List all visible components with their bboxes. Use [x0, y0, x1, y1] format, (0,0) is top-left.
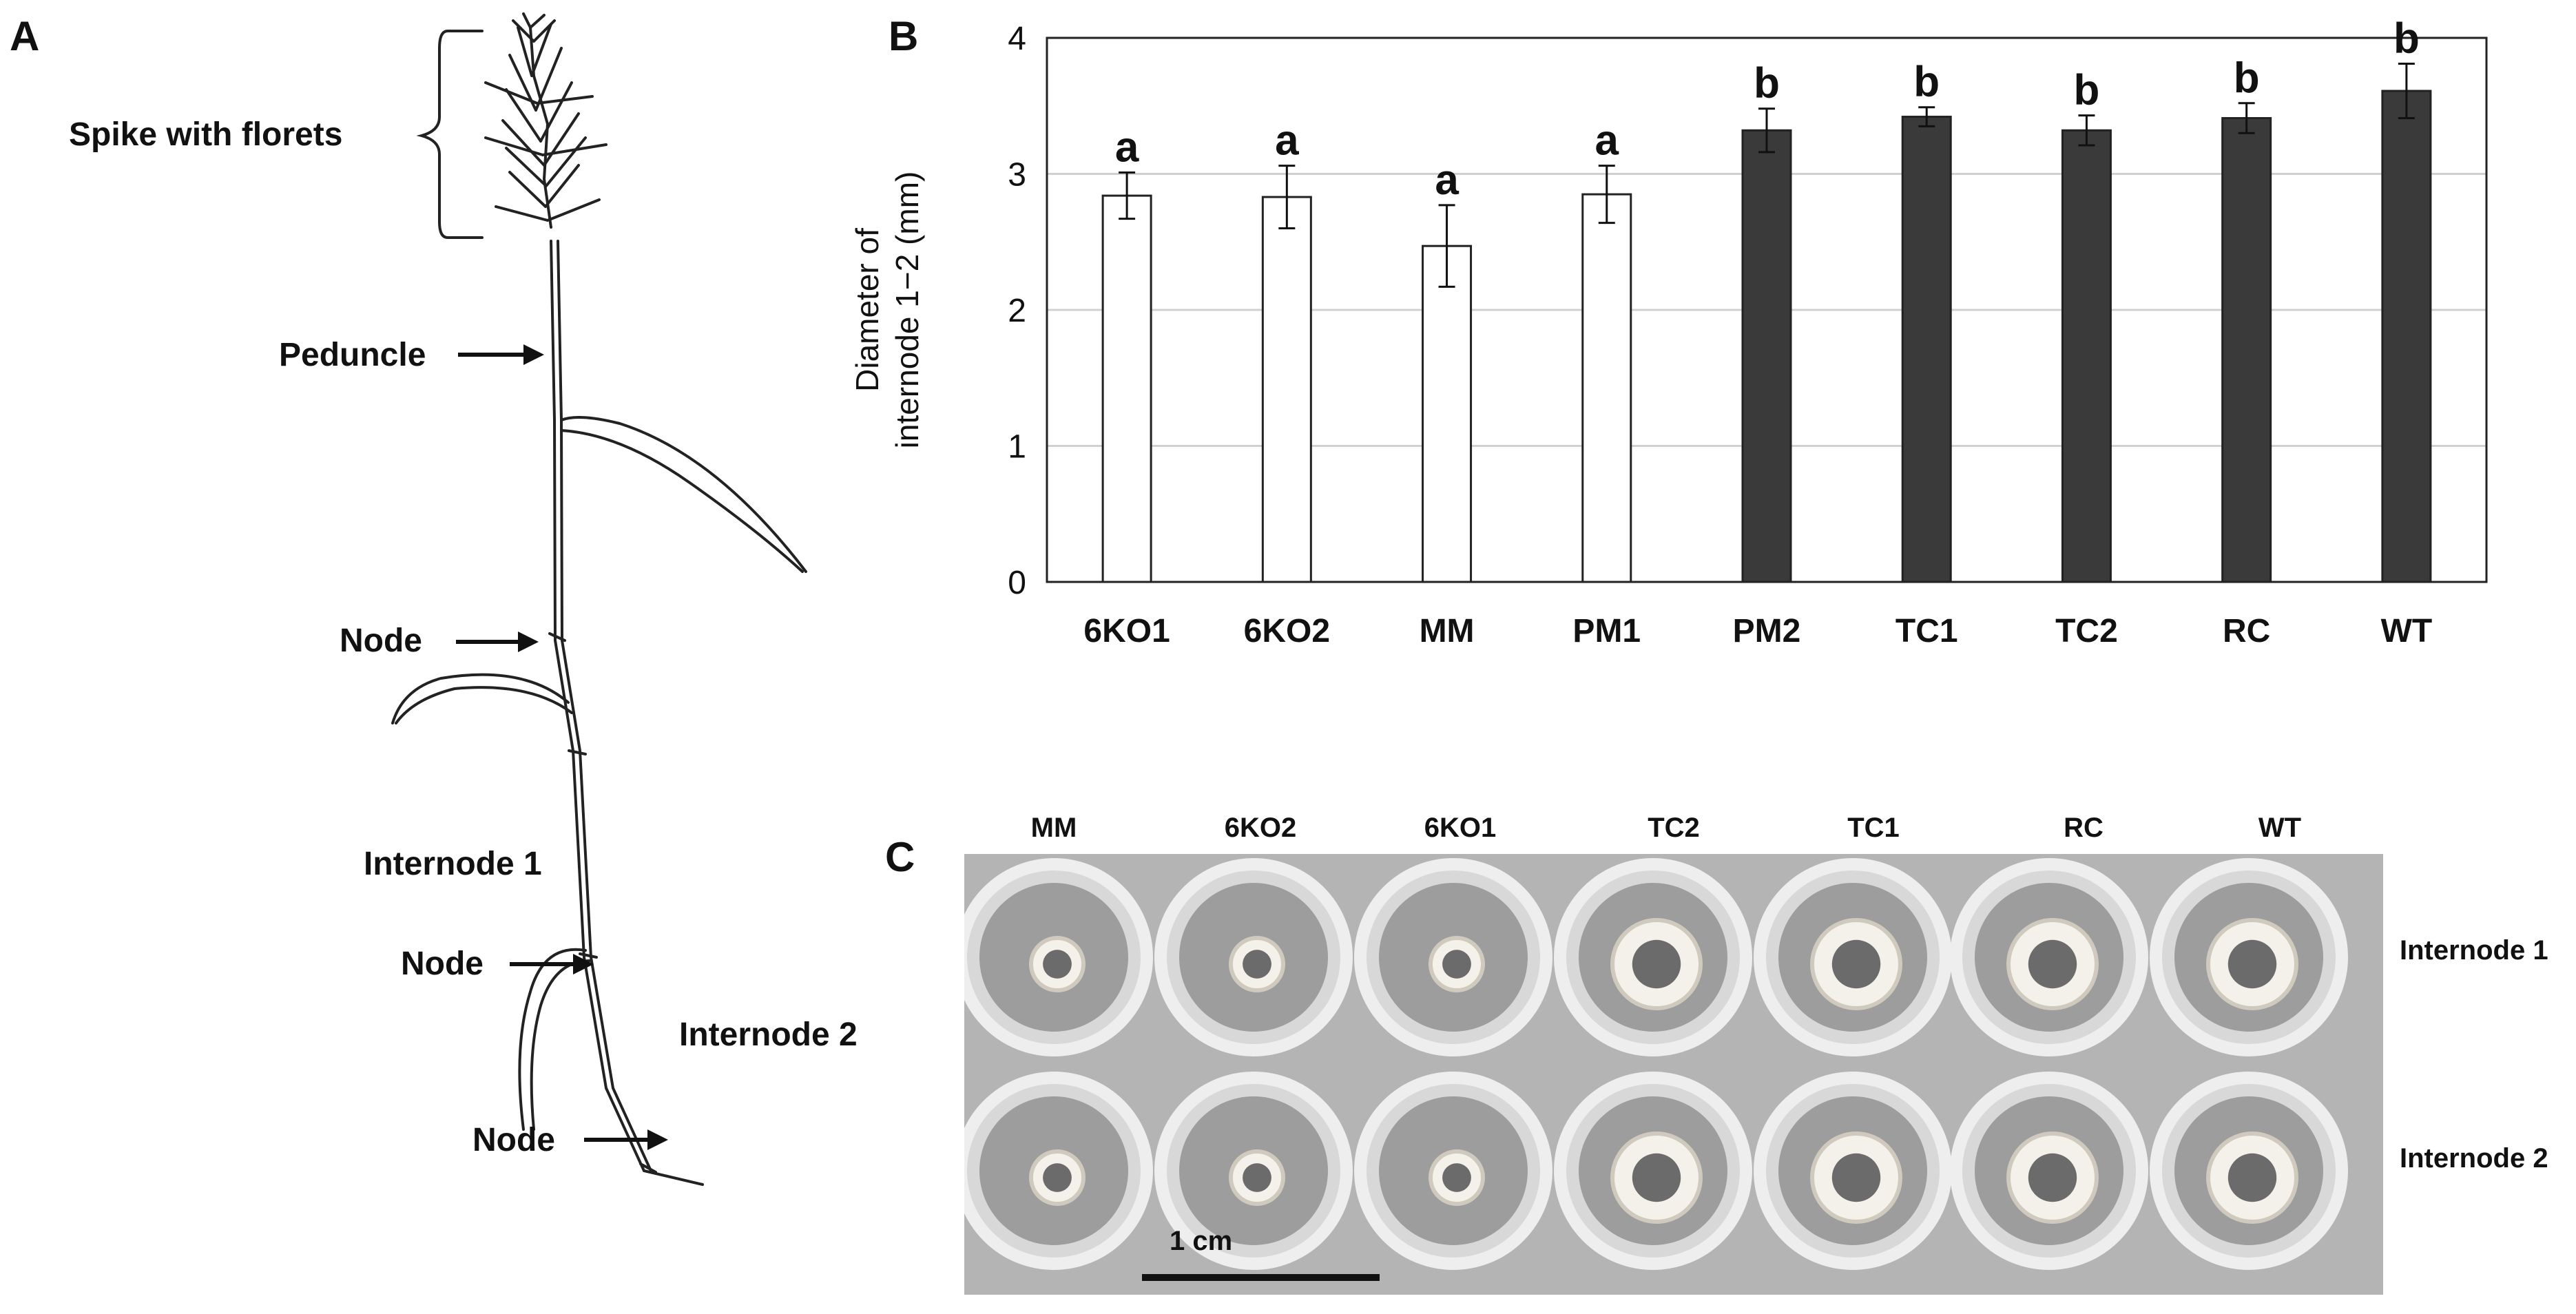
x-tick-label: TC1: [1895, 613, 1958, 649]
significance-letter: b: [2234, 54, 2260, 102]
significance-letter: a: [1595, 117, 1619, 165]
node-label-middle: Node: [401, 946, 484, 982]
x-tick-label: PM2: [1733, 613, 1801, 649]
plot-border: [1046, 36, 2488, 583]
node-label-upper: Node: [340, 623, 422, 659]
diameter-bar-chart: 0 1 2 3 4 a 6KO1 a 6KO2 a MM a PM1 b PM2 b TC1 b TC2 b RC b WT…: [849, 15, 2488, 649]
chart-frame: [1046, 36, 2488, 583]
photo-column-label: 6KO1: [1424, 813, 1497, 843]
x-tick-label: 6KO1: [1083, 613, 1170, 649]
stem-lumen: [1632, 1153, 1681, 1202]
stem-lumen: [1243, 1163, 1271, 1192]
well: [1154, 858, 1353, 1056]
photo-row-label-internode2: Internode 2: [2400, 1143, 2548, 1174]
panel-label-a: A: [10, 13, 40, 59]
internode1-label: Internode 1: [364, 846, 542, 882]
scale-bar-label: 1 cm: [1170, 1226, 1233, 1256]
photo-row-label-internode1: Internode 1: [2400, 935, 2548, 966]
stem-lumen: [1831, 1153, 1881, 1202]
plant-illustration-panel: Spike with florets Peduncle Node Interno…: [0, 0, 861, 1311]
stem-lumen: [1043, 1163, 1072, 1192]
photo-column-label: WT: [2258, 813, 2302, 843]
bar: [1901, 116, 1952, 583]
y-tick-label: 4: [1008, 21, 1026, 57]
stem-lumen: [1442, 950, 1471, 979]
stem-lumen: [1831, 939, 1881, 989]
well: [1950, 858, 2148, 1056]
well: [1554, 858, 1752, 1056]
internode2-label: Internode 2: [679, 1016, 858, 1053]
bar: [2061, 129, 2112, 583]
stem-cross-section-photo: [964, 854, 2383, 1295]
peduncle-label: Peduncle: [279, 337, 426, 373]
y-tick-label: 2: [1008, 293, 1026, 329]
well: [1354, 1072, 1552, 1270]
x-tick-label: 6KO2: [1244, 613, 1330, 649]
significance-letter: b: [1754, 60, 1780, 107]
bar: [1422, 244, 1473, 583]
photo-column-label: TC2: [1648, 813, 1700, 843]
significance-letter: a: [1115, 124, 1139, 171]
bar: [1581, 193, 1632, 583]
scale-bar: [1142, 1274, 1380, 1281]
significance-letter: b: [1913, 59, 1940, 106]
x-tick-label: MM: [1420, 613, 1475, 649]
significance-letter: b: [2393, 15, 2420, 63]
stem-lumen: [1243, 950, 1271, 979]
well: [964, 858, 1153, 1056]
well: [1754, 1072, 1952, 1270]
well: [2150, 1072, 2348, 1270]
well-plate-drawing: [964, 854, 2383, 1295]
panel-label-b: B: [889, 13, 919, 59]
stem-lumen: [2028, 1153, 2077, 1202]
node-label-lower: Node: [472, 1122, 555, 1158]
chart-bars: [1101, 63, 2432, 583]
bar: [2381, 90, 2432, 583]
x-tick-label: TC2: [2055, 613, 2118, 649]
bar: [2221, 117, 2272, 583]
photo-column-label: TC1: [1847, 813, 1900, 843]
spike-label: Spike with florets: [69, 116, 343, 153]
well: [2150, 858, 2348, 1056]
y-axis-label: Diameter of: [849, 228, 885, 392]
stem-lumen: [1632, 939, 1681, 989]
bar: [1741, 129, 1792, 583]
y-axis-label: internode 1−2 (mm): [889, 171, 925, 449]
stem-lumen: [2227, 1153, 2277, 1202]
well: [1554, 1072, 1752, 1270]
x-tick-label: PM1: [1572, 613, 1641, 649]
well: [964, 1072, 1153, 1270]
panel-label-c: C: [885, 834, 915, 880]
stem-lumen: [2028, 939, 2077, 989]
bar: [1101, 194, 1152, 583]
x-tick-label: RC: [2223, 613, 2270, 649]
well: [1154, 1072, 1353, 1270]
photo-column-label: MM: [1030, 813, 1077, 843]
bar: [1261, 196, 1312, 583]
photo-column-label: RC: [2064, 813, 2104, 843]
well: [1354, 858, 1552, 1056]
y-tick-label: 0: [1008, 565, 1026, 601]
y-tick-label: 3: [1008, 157, 1026, 194]
stem-lumen: [1043, 950, 1072, 979]
y-tick-label: 1: [1008, 429, 1026, 466]
wheat-plant-drawing: [391, 12, 807, 1186]
significance-letter: a: [1275, 117, 1299, 165]
photo-column-label: 6KO2: [1224, 813, 1297, 843]
stem-lumen: [1442, 1163, 1471, 1192]
significance-letter: a: [1435, 156, 1459, 204]
well: [1950, 1072, 2148, 1270]
well: [1754, 858, 1952, 1056]
chart-labels: 0 1 2 3 4 a 6KO1 a 6KO2 a MM a PM1 b PM2 b TC1 b TC2 b RC b WT…: [849, 15, 2432, 649]
significance-letter: b: [2074, 67, 2100, 114]
x-tick-label: WT: [2381, 613, 2433, 649]
stem-lumen: [2227, 939, 2277, 989]
